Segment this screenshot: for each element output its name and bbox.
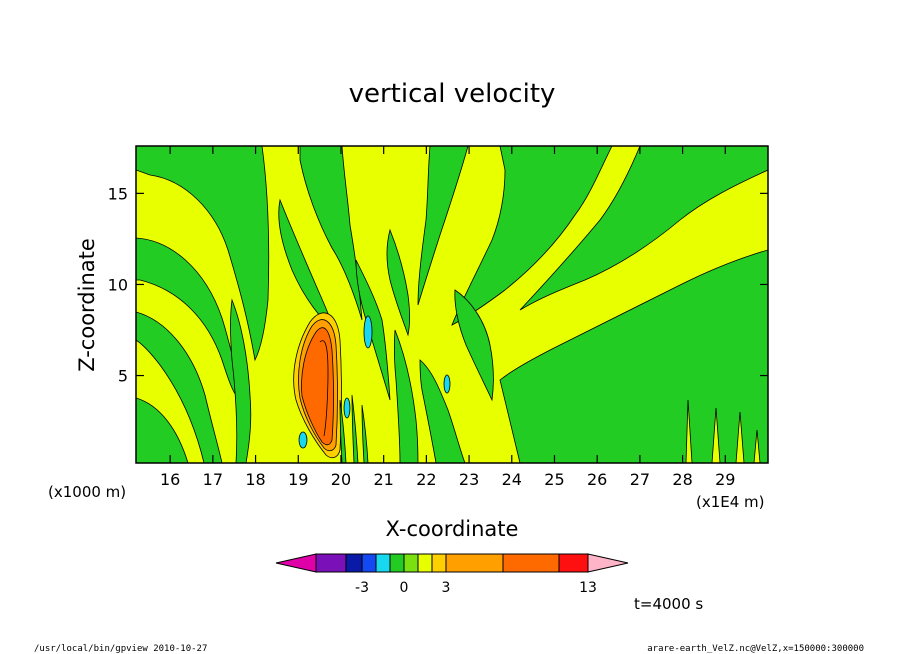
contour-band	[361, 404, 369, 463]
contour-region-green	[454, 289, 494, 402]
colorbar-segment	[315, 553, 347, 573]
plot-frame	[135, 145, 769, 464]
x-axis-label: X-coordinate	[386, 517, 519, 541]
y-axis-label: Z-coordinate	[75, 238, 99, 372]
contour-region-green	[417, 146, 469, 306]
x-tick-label: 18	[245, 470, 265, 489]
contour-region-cyan	[443, 374, 451, 394]
contour-region-cyan	[298, 431, 308, 449]
time-annotation: t=4000 s	[634, 595, 703, 613]
colorbar-segment	[375, 553, 391, 573]
footer-left: /usr/local/bin/gpview 2010-10-27	[34, 644, 207, 654]
colorbar-segment	[417, 553, 433, 573]
x-axis: 16 17 18 19 20 21 22 23 24 25 26 27 28 29	[160, 146, 735, 489]
colorbar-segment	[431, 553, 447, 573]
contour-region-orange	[301, 327, 334, 446]
contour-region-green	[419, 359, 466, 463]
colorbar-segment	[361, 553, 377, 573]
y-tick-label: 5	[118, 367, 128, 386]
contour-region-yellow	[685, 399, 761, 463]
contour-region-green	[136, 146, 270, 362]
x-tick-label: 25	[544, 470, 564, 489]
colorbar-labels: -3 0 3 13	[355, 580, 597, 596]
contour-region-green	[386, 228, 410, 337]
contour-region-green	[519, 146, 768, 311]
contour-region-orange-inner	[319, 340, 329, 437]
colorbar-segment	[389, 553, 405, 573]
y-scale-note: (x1000 m)	[48, 483, 126, 501]
chart-title: vertical velocity	[349, 79, 556, 109]
x-tick-label: 17	[203, 470, 223, 489]
x-tick-label: 26	[587, 470, 607, 489]
colorbar-segment	[403, 553, 419, 573]
colorbar	[275, 553, 629, 573]
x-scale-note: (x1E4 m)	[696, 493, 765, 511]
contour-region-cyan	[363, 315, 373, 349]
contour-band	[339, 399, 347, 463]
contour-region-cyan	[343, 397, 351, 419]
contour-region-green	[451, 146, 613, 326]
y-tick-label: 15	[108, 184, 128, 203]
footer-right: arare-earth_VelZ.nc@VelZ,x=150000:300000	[647, 644, 864, 654]
x-tick-label: 20	[331, 470, 351, 489]
contour-region-green	[299, 146, 363, 321]
colorbar-label: 13	[579, 580, 597, 596]
x-tick-label: 22	[416, 470, 436, 489]
colorbar-label: 3	[442, 580, 451, 596]
contour-region-green	[136, 311, 223, 463]
x-tick-label: 16	[160, 470, 180, 489]
contour-region-green	[230, 298, 252, 463]
colorbar-segment	[445, 553, 504, 573]
x-tick-label: 23	[459, 470, 479, 489]
colorbar-lower-extension	[275, 553, 317, 573]
x-tick-label: 21	[373, 470, 393, 489]
colorbar-label: -3	[355, 580, 369, 596]
contour-band	[351, 394, 359, 463]
contour-region-green	[355, 259, 391, 401]
contour-field	[136, 146, 768, 463]
plot-area: 16 17 18 19 20 21 22 23 24 25 26 27 28 29 5 10 15	[108, 145, 769, 489]
y-axis: 5 10 15	[108, 184, 768, 386]
x-tick-label: 28	[672, 470, 692, 489]
x-tick-label: 24	[502, 470, 522, 489]
colorbar-segment	[345, 553, 363, 573]
y-tick-label: 10	[108, 275, 128, 294]
x-tick-label: 27	[630, 470, 650, 489]
x-tick-label: 19	[288, 470, 308, 489]
contour-region-green	[499, 249, 768, 463]
x-tick-label: 29	[715, 470, 735, 489]
colorbar-upper-extension	[587, 553, 629, 573]
colorbar-segment	[502, 553, 560, 573]
contour-region-green	[393, 329, 419, 463]
colorbar-label: 0	[400, 580, 409, 596]
colorbar-segment	[558, 553, 589, 573]
